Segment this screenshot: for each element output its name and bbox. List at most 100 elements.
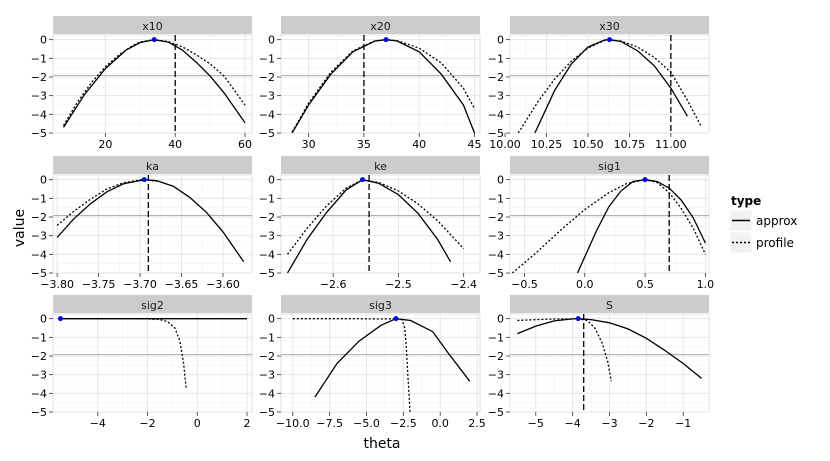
y-tick-label: 0 <box>268 34 275 47</box>
strip-label: x10 <box>142 20 163 33</box>
x-tick-label: 1.0 <box>697 278 715 291</box>
y-tick-label: 0 <box>497 174 504 187</box>
x-tick-label: −10.0 <box>276 417 310 430</box>
x-tick-label: −4 <box>565 417 581 430</box>
strip-label: x20 <box>370 20 391 33</box>
panel-bg <box>52 174 253 274</box>
x-tick-label: −3.60 <box>206 278 240 291</box>
panel-plot-area <box>56 175 245 273</box>
y-tick-label: −3 <box>488 230 504 243</box>
strip-bg <box>510 16 709 34</box>
y-tick-label: −1 <box>31 52 47 65</box>
strip-bg <box>53 156 252 174</box>
mle-point <box>151 37 157 43</box>
y-tick-label: −1 <box>31 192 47 205</box>
y-tick-label: −3 <box>259 369 275 382</box>
x-tick-label: −2.6 <box>320 278 347 291</box>
x-tick-label: −2 <box>139 417 155 430</box>
x-tick-label: −3.70 <box>123 278 157 291</box>
y-tick-label: −3 <box>259 230 275 243</box>
panel-bg <box>509 34 710 134</box>
x-tick-label: 10.50 <box>572 138 604 151</box>
y-tick-label: −2 <box>31 71 47 84</box>
x-tick-label: 35 <box>357 138 371 151</box>
strip-label: ke <box>374 160 387 173</box>
y-tick-label: 0 <box>497 34 504 47</box>
x-tick-label: −2 <box>638 417 654 430</box>
y-tick-label: −3 <box>259 90 275 103</box>
y-tick-label: −4 <box>31 108 47 121</box>
x-tick-label: −5 <box>528 417 544 430</box>
y-tick-label: 0 <box>268 174 275 187</box>
strip-bg <box>510 156 709 174</box>
x-tick-label: −5.0 <box>353 417 380 430</box>
strip-label: ka <box>146 160 159 173</box>
x-tick-label: 2.5 <box>468 417 486 430</box>
mle-point <box>607 37 612 43</box>
panel-ka: ka 0 −1 −2 −3 −4 −5−3.80 −3.75 −3.70 −3.65 −3.60 <box>31 156 253 291</box>
y-tick-label: −4 <box>31 387 47 400</box>
panel-bg <box>280 174 481 274</box>
panel-sig2: sig2 0 −1 −2 −3 −4 −5 −4 −2 0 2 <box>31 295 253 430</box>
strip-bg <box>281 295 480 313</box>
y-tick-label: −1 <box>488 331 504 344</box>
y-tick-label: −1 <box>259 52 275 65</box>
y-tick-label: −2 <box>259 71 275 84</box>
x-tick-label: 60 <box>238 138 252 151</box>
x-tick-label: −7.5 <box>316 417 343 430</box>
panel-plot-area <box>291 35 476 133</box>
strip-bg <box>281 156 480 174</box>
series-profile <box>511 179 706 273</box>
x-tick-label: −3.65 <box>165 278 199 291</box>
y-tick-label: −4 <box>488 108 504 121</box>
panel-ke: ke 0 −1 −2 −3 −4 −5 −2.6 −2.5 −2.4 <box>259 156 481 291</box>
y-tick-label: 0 <box>497 313 504 326</box>
x-tick-label: 0.0 <box>431 417 449 430</box>
panel-S: S 0 −1 −2 −3 −4 −5 −5 −4 −3 −2 −1 <box>488 295 710 430</box>
x-tick-label: 2 <box>244 417 251 430</box>
panel-sig1: sig1 0 −1 −2 −3 −4 −5 −0.5 0.0 0.5 1.0 <box>488 156 714 291</box>
y-tick-label: 0 <box>40 34 47 47</box>
panel-x30: x30 0 −1 −2 −3 −4 −510.00 10.25 10.50 10.75 11.00 <box>488 16 710 151</box>
y-tick-label: −5 <box>259 267 275 280</box>
y-tick-label: 0 <box>268 313 275 326</box>
y-tick-label: −5 <box>31 406 47 419</box>
y-tick-label: −5 <box>488 267 504 280</box>
y-tick-label: −5 <box>488 406 504 419</box>
series-profile <box>517 318 612 382</box>
mle-point <box>141 177 147 183</box>
x-tick-label: −2.5 <box>390 417 417 430</box>
y-tick-label: 0 <box>40 174 47 187</box>
panel-bg <box>52 34 253 134</box>
series-profile <box>56 179 157 226</box>
x-tick-label: −4 <box>90 417 106 430</box>
x-tick-label: −3.75 <box>82 278 116 291</box>
y-tick-label: −3 <box>488 369 504 382</box>
strip-bg <box>510 295 709 313</box>
panel-sig3: sig3 0 −1 −2 −3 −4 −5−10.0 −7.5 −5.0 −2.5 0.0 2.5 <box>259 295 486 430</box>
x-tick-label: −2.5 <box>385 278 412 291</box>
y-tick-label: −1 <box>488 52 504 65</box>
panel-plot-area <box>57 316 247 388</box>
x-tick-label: 10.00 <box>489 138 521 151</box>
panel-plot-area <box>511 175 706 273</box>
panel-bg <box>509 174 710 274</box>
strip-bg <box>53 16 252 34</box>
strip-label: sig2 <box>141 299 164 312</box>
series-profile <box>62 39 246 126</box>
y-tick-label: −5 <box>259 406 275 419</box>
legend: type approx profile <box>729 194 797 254</box>
legend-label-approx: approx <box>756 214 797 228</box>
x-axis-title: theta <box>363 436 400 452</box>
panel-plot-area <box>517 314 703 412</box>
strip-label: x30 <box>599 20 620 33</box>
x-tick-label: 11.00 <box>655 138 687 151</box>
x-tick-label: 40 <box>168 138 182 151</box>
mle-point <box>360 177 366 183</box>
y-tick-label: −2 <box>488 350 504 363</box>
mle-point <box>575 316 581 322</box>
mle-point <box>393 316 399 322</box>
x-tick-label: −3.80 <box>40 278 74 291</box>
